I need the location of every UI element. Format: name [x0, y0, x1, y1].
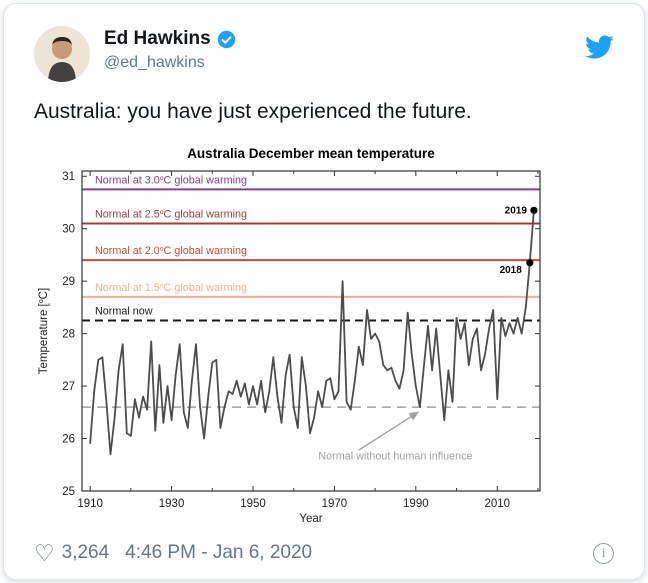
like-count: 3,264	[61, 542, 110, 563]
info-icon[interactable]: i	[593, 542, 614, 564]
temperature-chart: Australia December mean temperature Norma…	[34, 141, 569, 534]
heart-icon: ♡	[34, 540, 55, 566]
svg-text:1910: 1910	[77, 498, 103, 510]
svg-text:1930: 1930	[159, 498, 185, 510]
svg-text:1990: 1990	[403, 498, 429, 510]
twitter-logo-icon[interactable]	[584, 32, 614, 62]
timestamp[interactable]: 4:46 PM - Jan 6, 2020	[125, 542, 313, 563]
svg-text:Normal at 3.0oC global warming: Normal at 3.0oC global warming	[95, 174, 247, 186]
svg-text:30: 30	[62, 224, 75, 236]
svg-text:Normal now: Normal now	[95, 306, 153, 318]
svg-text:1950: 1950	[240, 498, 266, 510]
svg-text:1970: 1970	[322, 498, 348, 510]
svg-text:Australia December mean temper: Australia December mean temperature	[187, 146, 435, 161]
author-name[interactable]: Ed Hawkins	[104, 28, 211, 49]
svg-text:Normal at 2.5oC global warming: Normal at 2.5oC global warming	[95, 208, 247, 220]
author-handle[interactable]: @ed_hawkins	[104, 54, 205, 71]
svg-text:29: 29	[62, 276, 75, 288]
avatar-image	[34, 26, 90, 82]
tweet-header: Ed Hawkins @ed_hawkins	[34, 26, 614, 84]
svg-text:26: 26	[62, 434, 75, 446]
tweet-card: Ed Hawkins @ed_hawkins Australia: you ha…	[3, 3, 645, 580]
svg-text:Temperature [oC]: Temperature [oC]	[37, 288, 50, 374]
svg-text:2010: 2010	[484, 498, 510, 510]
svg-text:Normal at 1.5oC global warming: Normal at 1.5oC global warming	[95, 282, 247, 294]
avatar[interactable]	[34, 26, 90, 82]
svg-text:28: 28	[62, 329, 75, 341]
tweet-text: Australia: you have just experienced the…	[34, 100, 472, 123]
svg-text:2018: 2018	[500, 265, 523, 276]
svg-text:Year: Year	[299, 513, 322, 525]
svg-text:27: 27	[62, 381, 75, 393]
svg-text:Normal without human influence: Normal without human influence	[318, 451, 472, 463]
svg-text:2019: 2019	[505, 205, 528, 216]
svg-text:25: 25	[62, 486, 75, 498]
tweet-footer: ♡ 3,264 4:46 PM - Jan 6, 2020 i	[34, 538, 614, 568]
verified-badge-icon	[217, 30, 236, 49]
svg-text:31: 31	[62, 171, 75, 183]
svg-text:Normal at 2.0oC global warming: Normal at 2.0oC global warming	[95, 245, 247, 257]
chart-canvas: Australia December mean temperature Norma…	[37, 146, 541, 525]
like-button[interactable]: ♡ 3,264	[34, 540, 110, 566]
